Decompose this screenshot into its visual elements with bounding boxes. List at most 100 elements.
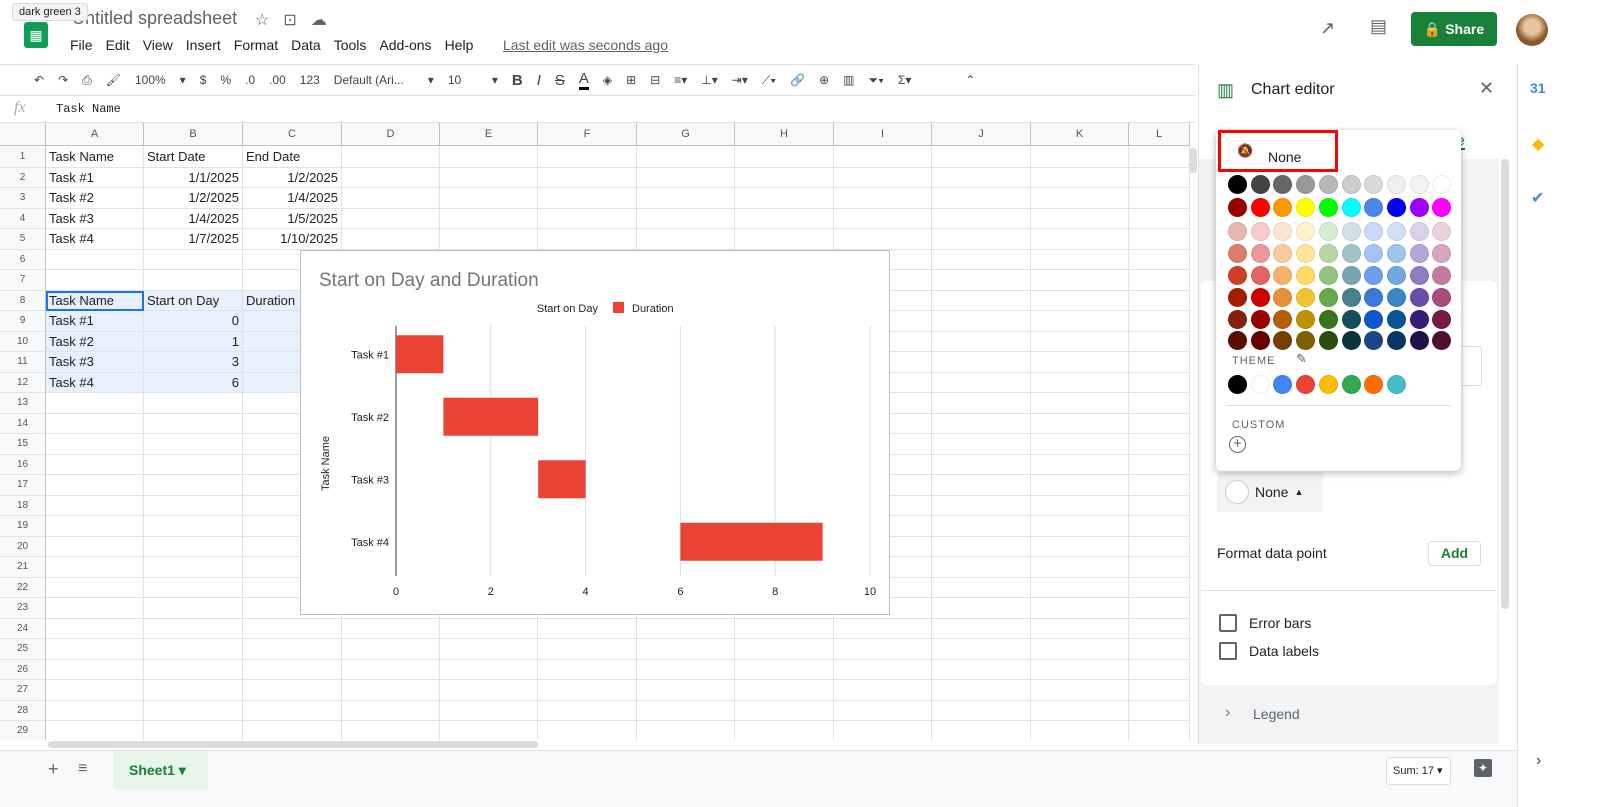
cell[interactable]: 1/4/2025 bbox=[243, 188, 342, 209]
corner-cell[interactable] bbox=[0, 123, 46, 146]
cell[interactable]: 1 bbox=[144, 331, 243, 352]
cell[interactable] bbox=[637, 659, 735, 680]
theme-color-swatch[interactable] bbox=[1250, 375, 1270, 394]
cell[interactable] bbox=[834, 659, 932, 680]
theme-color-swatch[interactable] bbox=[1386, 375, 1406, 394]
menu-data[interactable]: Data bbox=[291, 37, 321, 53]
cell[interactable]: Start on Day bbox=[144, 290, 243, 311]
sheets-logo[interactable]: ▦ bbox=[24, 22, 48, 48]
cell[interactable] bbox=[735, 229, 834, 250]
cell[interactable] bbox=[932, 475, 1031, 496]
none-option[interactable]: 🔕 None bbox=[1218, 130, 1338, 172]
cell[interactable] bbox=[538, 208, 637, 229]
cell[interactable] bbox=[46, 577, 144, 598]
cell[interactable] bbox=[243, 700, 342, 721]
cell[interactable] bbox=[1129, 618, 1190, 639]
avatar[interactable] bbox=[1516, 14, 1548, 46]
cell[interactable] bbox=[243, 618, 342, 639]
cell[interactable] bbox=[144, 557, 243, 578]
cell[interactable] bbox=[932, 372, 1031, 393]
keep-icon[interactable]: ◆ bbox=[1532, 136, 1545, 153]
menu-help[interactable]: Help bbox=[444, 37, 474, 53]
cell[interactable] bbox=[932, 434, 1031, 455]
wrap-icon[interactable]: ⇥▾ bbox=[731, 73, 748, 87]
cell[interactable] bbox=[1031, 311, 1129, 332]
decrease-decimal-button[interactable]: .0 bbox=[245, 73, 256, 87]
cell[interactable] bbox=[1031, 147, 1129, 168]
row-header[interactable]: 14 bbox=[0, 413, 46, 434]
color-swatch[interactable] bbox=[1318, 244, 1338, 263]
cell[interactable] bbox=[932, 270, 1031, 291]
editor-scrollbar[interactable] bbox=[1501, 159, 1509, 609]
color-swatch[interactable] bbox=[1386, 288, 1406, 307]
color-swatch[interactable] bbox=[1409, 288, 1429, 307]
cell[interactable] bbox=[46, 557, 144, 578]
column-header-H[interactable]: H bbox=[735, 123, 834, 146]
column-header-B[interactable]: B bbox=[144, 123, 243, 146]
cell[interactable] bbox=[932, 659, 1031, 680]
cell[interactable] bbox=[735, 639, 834, 660]
add-sheet-icon[interactable]: + bbox=[48, 759, 59, 779]
cell[interactable] bbox=[735, 147, 834, 168]
cell[interactable] bbox=[538, 721, 637, 740]
cell[interactable] bbox=[1129, 434, 1190, 455]
cell[interactable] bbox=[1129, 311, 1190, 332]
cell[interactable] bbox=[144, 721, 243, 740]
color-swatch[interactable] bbox=[1228, 288, 1247, 307]
comment-icon[interactable]: ⊕ bbox=[819, 73, 830, 87]
cell[interactable] bbox=[932, 167, 1031, 188]
cell[interactable] bbox=[538, 639, 637, 660]
row-header[interactable]: 8 bbox=[0, 290, 46, 311]
cell[interactable] bbox=[440, 147, 538, 168]
color-swatch[interactable] bbox=[1409, 310, 1429, 329]
menu-add-ons[interactable]: Add-ons bbox=[379, 37, 432, 53]
cell[interactable] bbox=[637, 188, 735, 209]
menu-view[interactable]: View bbox=[142, 37, 173, 53]
color-swatch[interactable] bbox=[1432, 331, 1452, 350]
row-header[interactable]: 16 bbox=[0, 454, 46, 475]
cell[interactable] bbox=[1031, 249, 1129, 270]
row-header[interactable]: 22 bbox=[0, 577, 46, 598]
cell[interactable] bbox=[1031, 598, 1129, 619]
cell[interactable]: Task Name bbox=[46, 147, 144, 168]
cell[interactable] bbox=[538, 147, 637, 168]
theme-color-swatch[interactable] bbox=[1341, 375, 1361, 394]
cell[interactable] bbox=[1031, 557, 1129, 578]
cell[interactable] bbox=[1031, 393, 1129, 414]
cell[interactable]: Task #4 bbox=[46, 372, 144, 393]
color-swatch[interactable] bbox=[1296, 198, 1316, 217]
cell[interactable]: Task #4 bbox=[46, 229, 144, 250]
cell[interactable] bbox=[46, 393, 144, 414]
cell[interactable] bbox=[735, 659, 834, 680]
color-swatch[interactable] bbox=[1273, 244, 1293, 263]
cell[interactable] bbox=[538, 700, 637, 721]
cell[interactable] bbox=[1129, 188, 1190, 209]
row-header[interactable]: 9 bbox=[0, 311, 46, 332]
cell[interactable] bbox=[834, 700, 932, 721]
last-edit-link[interactable]: Last edit was seconds ago bbox=[503, 37, 668, 53]
data-labels-checkbox[interactable] bbox=[1219, 642, 1237, 660]
cell[interactable] bbox=[46, 475, 144, 496]
color-swatch[interactable] bbox=[1250, 198, 1270, 217]
cell[interactable] bbox=[932, 147, 1031, 168]
cell[interactable] bbox=[932, 393, 1031, 414]
cell[interactable] bbox=[1031, 372, 1129, 393]
cell[interactable] bbox=[1129, 167, 1190, 188]
increase-decimal-button[interactable]: .00 bbox=[269, 73, 286, 87]
cell[interactable] bbox=[243, 639, 342, 660]
bar-duration[interactable] bbox=[680, 522, 823, 561]
comments-icon[interactable]: ▤ bbox=[1370, 16, 1388, 36]
color-swatch[interactable] bbox=[1273, 222, 1293, 241]
cell[interactable] bbox=[144, 659, 243, 680]
fill-color-icon[interactable]: ◈ bbox=[602, 73, 613, 87]
color-swatch[interactable] bbox=[1318, 310, 1338, 329]
color-swatch[interactable] bbox=[1432, 244, 1452, 263]
fill-color-dropdown[interactable]: None ▲ bbox=[1217, 472, 1323, 512]
cell[interactable] bbox=[440, 639, 538, 660]
cell[interactable] bbox=[1129, 659, 1190, 680]
star-icon[interactable]: ☆ bbox=[255, 12, 270, 29]
font-size-select[interactable]: 10 bbox=[447, 73, 462, 87]
cell[interactable] bbox=[342, 639, 440, 660]
row-header[interactable]: 26 bbox=[0, 659, 46, 680]
cell[interactable] bbox=[1129, 454, 1190, 475]
